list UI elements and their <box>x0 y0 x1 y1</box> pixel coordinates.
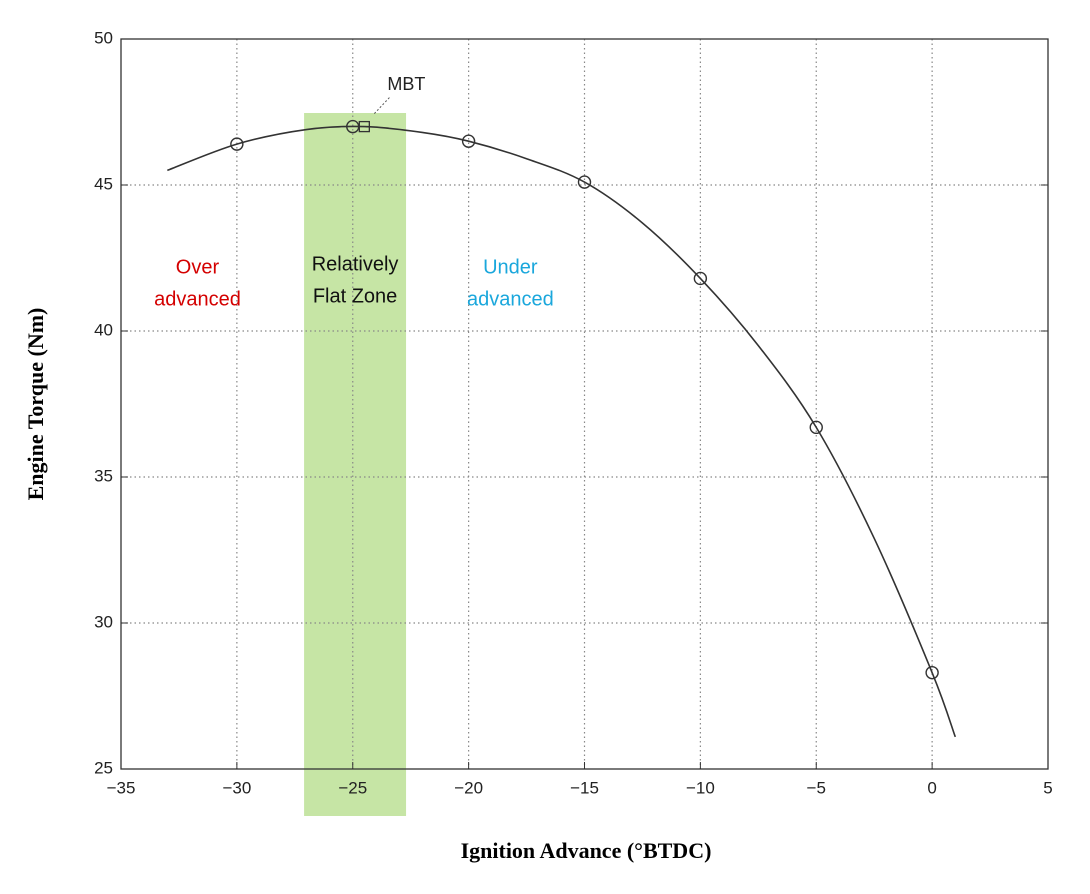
region-label: Under <box>483 256 538 278</box>
region-label: advanced <box>154 288 241 310</box>
plot-frame <box>120 38 1049 770</box>
x-tick-label: −5 <box>807 778 826 797</box>
mbt-marker <box>358 120 370 133</box>
data-point <box>461 134 476 148</box>
y-tick-label: 40 <box>94 320 113 339</box>
x-axis-title: Ignition Advance (°BTDC) <box>461 838 712 863</box>
x-tick-label: −20 <box>454 778 483 797</box>
x-tick-label: −25 <box>338 778 367 797</box>
x-tick-label: 5 <box>1043 778 1052 797</box>
y-axis-title: Engine Torque (Nm) <box>23 308 48 501</box>
y-tick-label: 45 <box>94 174 113 193</box>
x-tick-label: −30 <box>222 778 251 797</box>
x-tick-label: −15 <box>570 778 599 797</box>
x-tick-label: −35 <box>107 778 136 797</box>
y-tick-label: 25 <box>94 758 113 777</box>
data-point <box>577 175 592 189</box>
mbt-label: MBT <box>387 74 425 94</box>
y-tick-label: 50 <box>94 28 113 47</box>
flat-zone-band <box>304 113 407 816</box>
y-tick-label: 30 <box>94 612 113 631</box>
fit-curve <box>167 125 957 738</box>
data-point <box>809 420 823 435</box>
mbt-leader <box>373 96 391 114</box>
band-label: Flat Zone <box>313 285 397 307</box>
region-label: Over <box>176 256 220 278</box>
x-tick-label: −10 <box>686 778 715 797</box>
region-label: advanced <box>467 288 554 310</box>
band-label: Relatively <box>312 253 399 275</box>
data-point <box>230 137 244 151</box>
y-tick-label: 35 <box>94 466 113 485</box>
data-point <box>925 665 939 680</box>
x-tick-label: 0 <box>927 778 936 797</box>
data-point <box>693 271 708 286</box>
